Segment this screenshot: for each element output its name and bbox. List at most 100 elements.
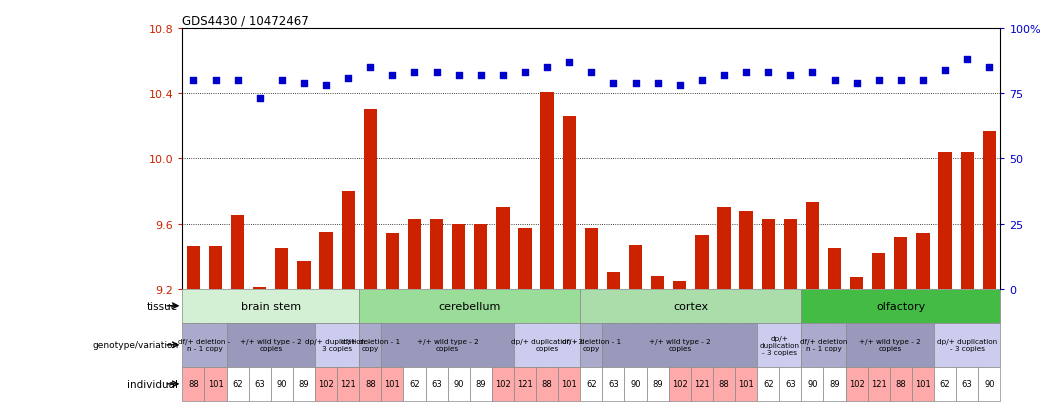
Point	[627, 80, 644, 87]
Text: 101: 101	[207, 380, 223, 388]
Bar	[912, 367, 934, 401]
Text: 63: 63	[785, 380, 796, 388]
Point	[207, 78, 224, 84]
Bar	[801, 367, 823, 401]
Point	[870, 78, 887, 84]
Bar	[297, 261, 311, 289]
Text: 63: 63	[431, 380, 442, 388]
Text: 89: 89	[652, 380, 663, 388]
Bar	[182, 289, 359, 323]
Bar	[448, 367, 470, 401]
Text: genotype/variation: genotype/variation	[92, 340, 178, 349]
Text: 121: 121	[871, 380, 887, 388]
Point	[848, 80, 865, 87]
Text: 121: 121	[517, 380, 532, 388]
Bar	[957, 367, 978, 401]
Bar	[580, 323, 602, 367]
Bar	[492, 367, 514, 401]
Bar	[403, 367, 425, 401]
Text: 89: 89	[299, 380, 309, 388]
Text: individual: individual	[127, 379, 178, 389]
Bar	[182, 367, 204, 401]
Bar	[978, 367, 1000, 401]
Bar	[253, 287, 267, 289]
Text: 89: 89	[829, 380, 840, 388]
Bar	[364, 110, 377, 289]
Bar	[187, 247, 200, 289]
Point	[649, 80, 666, 87]
Point	[981, 65, 997, 71]
Bar	[425, 367, 448, 401]
Bar	[801, 289, 1000, 323]
Bar	[359, 323, 381, 367]
Point	[584, 70, 600, 76]
Bar	[939, 152, 951, 289]
Bar	[673, 281, 687, 289]
Text: 62: 62	[410, 380, 420, 388]
Point	[671, 83, 688, 90]
Text: +/+ wild type - 2
copies: +/+ wild type - 2 copies	[649, 339, 711, 351]
Text: brain stem: brain stem	[241, 301, 301, 311]
Text: 88: 88	[895, 380, 907, 388]
Point	[782, 72, 798, 79]
Bar	[828, 249, 841, 289]
Bar	[315, 323, 359, 367]
Point	[185, 78, 202, 84]
Bar	[805, 203, 819, 289]
Bar	[204, 367, 226, 401]
Point	[937, 67, 953, 74]
Point	[251, 96, 268, 102]
Point	[273, 78, 290, 84]
Bar	[452, 224, 466, 289]
Text: 102: 102	[318, 380, 333, 388]
Bar	[386, 234, 399, 289]
Text: dp/+ duplication -
3 copies: dp/+ duplication - 3 copies	[304, 339, 370, 351]
Bar	[602, 323, 758, 367]
Point	[517, 70, 534, 76]
Bar	[624, 367, 647, 401]
Text: 90: 90	[453, 380, 464, 388]
Bar	[713, 367, 735, 401]
Bar	[868, 367, 890, 401]
Bar	[407, 219, 421, 289]
Point	[716, 72, 733, 79]
Bar	[580, 289, 801, 323]
Text: cortex: cortex	[673, 301, 709, 311]
Text: 62: 62	[940, 380, 950, 388]
Text: 88: 88	[719, 380, 729, 388]
Bar	[758, 323, 801, 367]
Bar	[470, 367, 492, 401]
Bar	[647, 367, 669, 401]
Text: dp/+ duplication
- 3 copies: dp/+ duplication - 3 copies	[937, 339, 997, 351]
Bar	[669, 367, 691, 401]
Bar	[514, 367, 536, 401]
Point	[804, 70, 821, 76]
Bar	[845, 323, 934, 367]
Text: 102: 102	[672, 380, 688, 388]
Bar	[890, 367, 912, 401]
Point	[694, 78, 711, 84]
Bar	[916, 234, 929, 289]
Text: 88: 88	[188, 380, 199, 388]
Text: 90: 90	[276, 380, 288, 388]
Bar	[845, 367, 868, 401]
Bar	[784, 219, 797, 289]
Text: df/+ deletion
n - 1 copy: df/+ deletion n - 1 copy	[800, 339, 847, 351]
Bar	[231, 216, 244, 289]
Bar	[961, 152, 974, 289]
Text: tissue: tissue	[147, 301, 178, 311]
Point	[826, 78, 843, 84]
Text: 121: 121	[694, 380, 710, 388]
Text: +/+ wild type - 2
copies: +/+ wild type - 2 copies	[240, 339, 301, 351]
Point	[959, 57, 975, 64]
Text: df/+ deletion - 1
copy: df/+ deletion - 1 copy	[341, 339, 400, 351]
Point	[760, 70, 776, 76]
Bar	[518, 229, 531, 289]
Text: 89: 89	[475, 380, 487, 388]
Bar	[823, 367, 845, 401]
Text: dp/+
duplication
- 3 copies: dp/+ duplication - 3 copies	[760, 335, 799, 355]
Text: +/+ wild type - 2
copies: +/+ wild type - 2 copies	[859, 339, 921, 351]
Bar	[514, 323, 580, 367]
Text: 101: 101	[738, 380, 754, 388]
Bar	[606, 273, 620, 289]
